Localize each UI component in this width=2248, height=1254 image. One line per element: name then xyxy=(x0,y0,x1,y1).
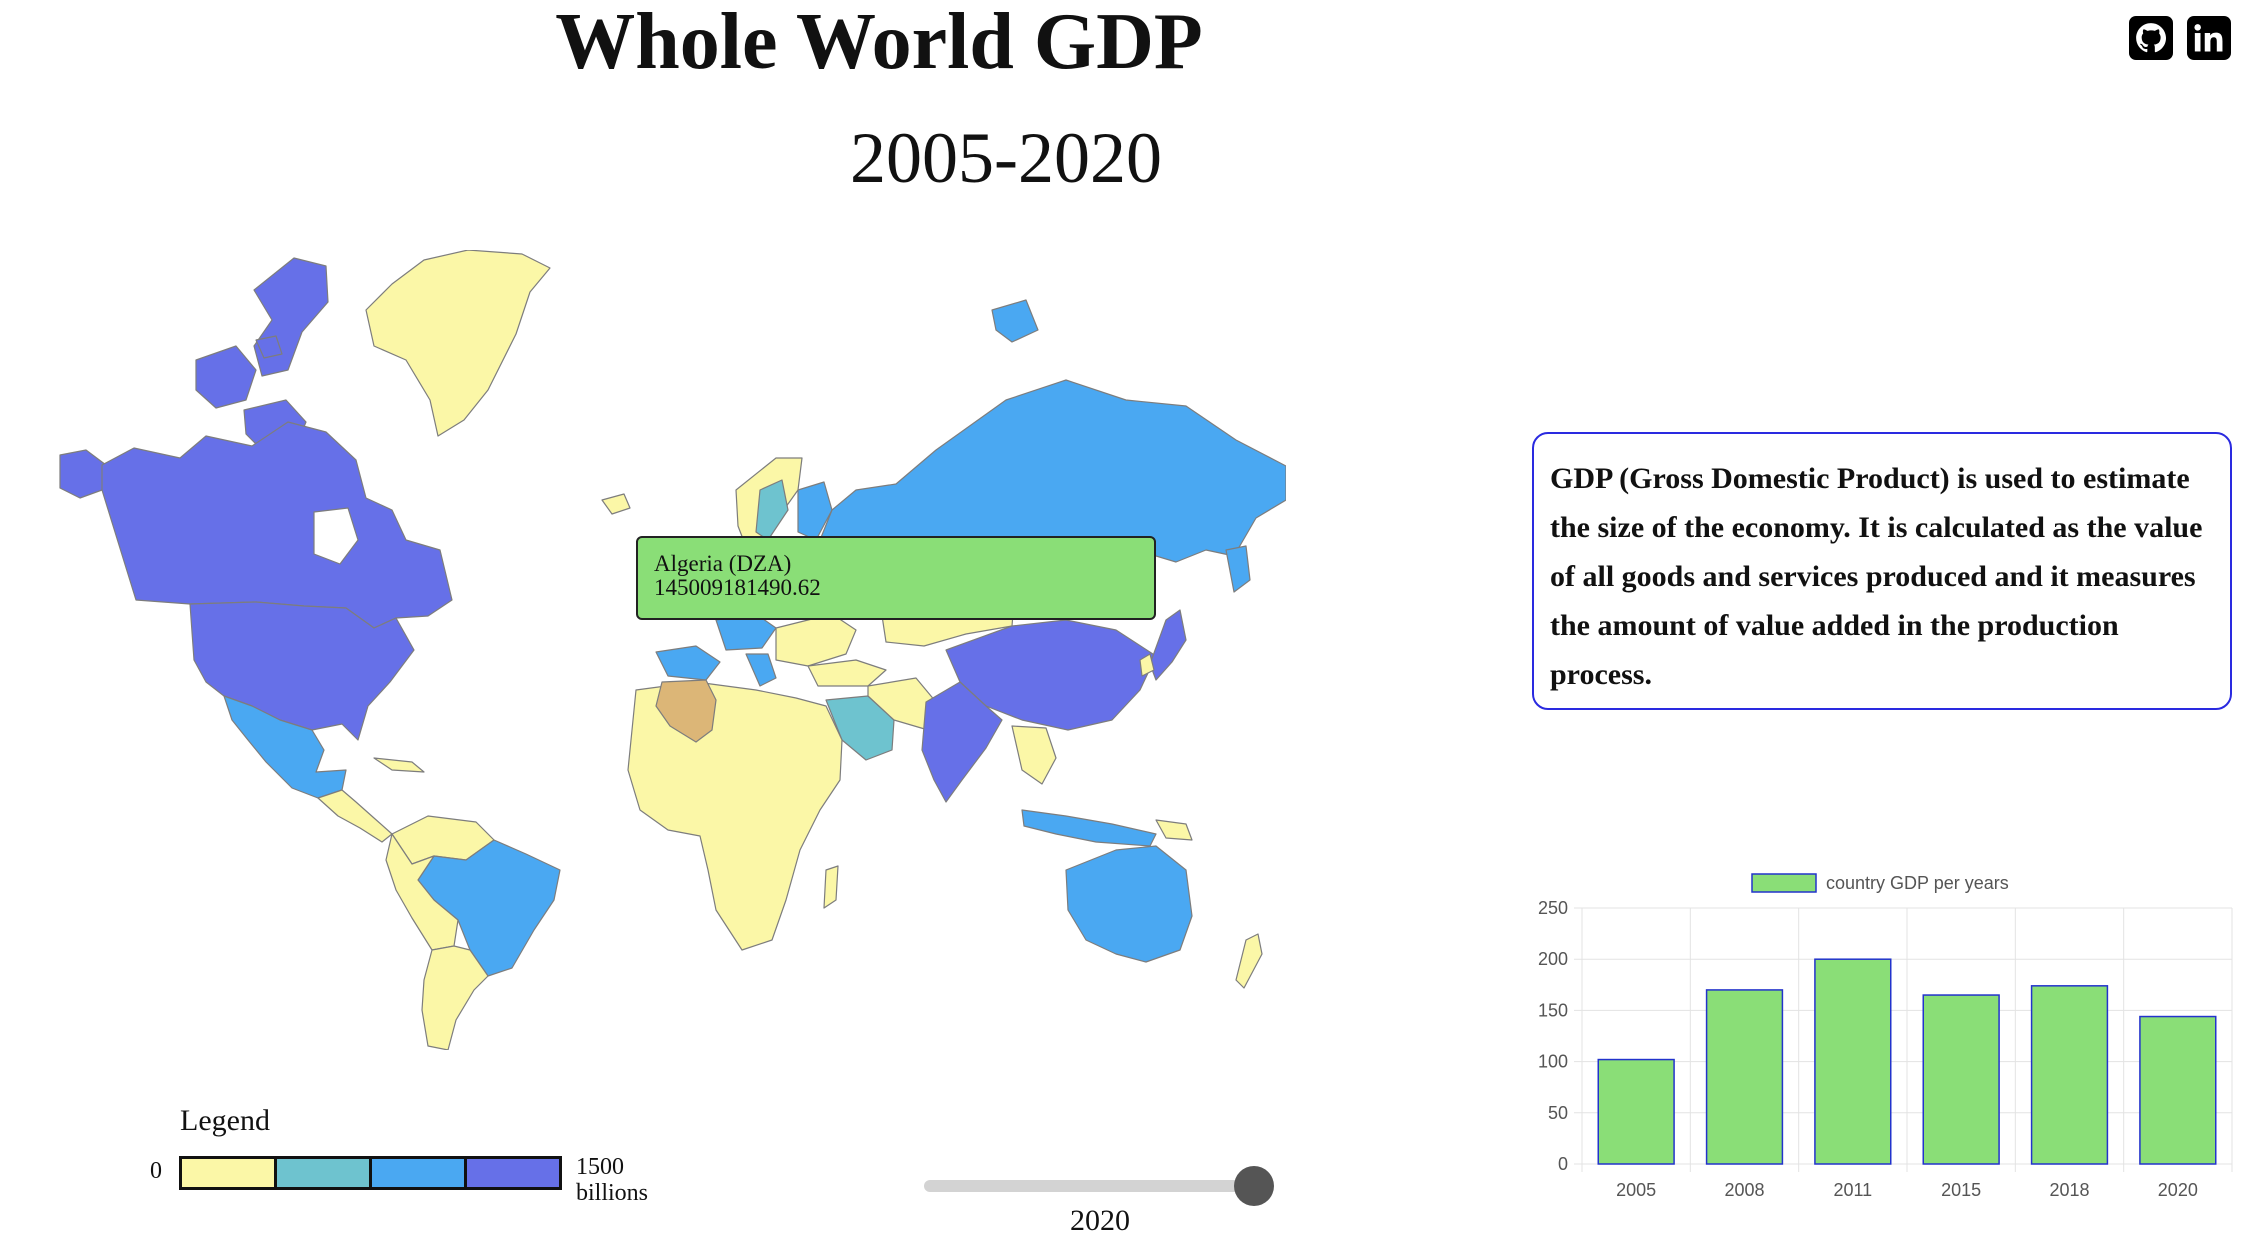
gdp-info-text: GDP (Gross Domestic Product) is used to … xyxy=(1550,462,2203,691)
page-title: Whole World GDP xyxy=(555,0,1203,86)
country-argentina-chile[interactable] xyxy=(421,945,489,1051)
legend-title: Legend xyxy=(180,1104,270,1137)
slider-year-label: 2020 xyxy=(1070,1204,1130,1237)
chart-legend: country GDP per years xyxy=(1751,873,2009,893)
legend-max-unit: billions xyxy=(576,1180,649,1206)
bar[interactable] xyxy=(1814,958,1892,1165)
bar[interactable] xyxy=(2030,985,2109,1165)
gdp-info-box: GDP (Gross Domestic Product) is used to … xyxy=(1532,432,2232,710)
hudson-bay xyxy=(313,507,359,565)
country-korea[interactable] xyxy=(1139,653,1155,677)
slider-thumb[interactable] xyxy=(1234,1166,1274,1206)
legend-swatch xyxy=(1751,873,1817,893)
country-png[interactable] xyxy=(1155,819,1193,841)
year-slider[interactable] xyxy=(924,1164,1274,1208)
country-canada[interactable] xyxy=(101,421,453,629)
bar[interactable] xyxy=(2139,1015,2217,1165)
x-tick-label: 2008 xyxy=(1724,1180,1764,1200)
chart-grid xyxy=(1574,907,2233,1172)
x-tick-label: 2018 xyxy=(2049,1180,2089,1200)
y-tick-label: 100 xyxy=(1538,1052,1568,1072)
country-algeria[interactable] xyxy=(655,679,717,743)
y-tick-label: 200 xyxy=(1538,949,1568,969)
country-australia[interactable] xyxy=(1065,845,1193,963)
legend-swatch-4 xyxy=(464,1156,562,1190)
legend-swatch-3 xyxy=(369,1156,467,1190)
country-russia-kamchatka[interactable] xyxy=(1225,545,1251,593)
slider-track[interactable] xyxy=(924,1180,1244,1192)
y-tick-label: 150 xyxy=(1538,1000,1568,1020)
country-mexico[interactable] xyxy=(223,695,347,799)
country-canada-islands-2[interactable] xyxy=(195,345,257,409)
gdp-bar-chart: 0 50 100 150 200 250 2005 2008 2011 2015 2018 2020… xyxy=(1520,864,2240,1224)
x-tick-label: 2011 xyxy=(1833,1180,1872,1200)
bar[interactable] xyxy=(1922,994,2000,1165)
legend-label: country GDP per years xyxy=(1826,873,2009,893)
tooltip-value: 145009181490.62 xyxy=(654,575,821,600)
social-links xyxy=(2129,16,2231,60)
country-russia-islands[interactable] xyxy=(991,299,1039,343)
country-peru-bolivia[interactable] xyxy=(385,833,459,951)
country-iceland[interactable] xyxy=(601,493,631,515)
bar[interactable] xyxy=(1705,989,1784,1165)
y-tick-label: 250 xyxy=(1538,898,1568,918)
x-tick-label: 2005 xyxy=(1616,1180,1656,1200)
country-usa[interactable] xyxy=(189,601,415,741)
country-madagascar[interactable] xyxy=(823,865,839,909)
bar-chart-svg: 0 50 100 150 200 250 2005 2008 2011 2015 2018 2020… xyxy=(1538,873,2233,1200)
country-north-africa[interactable] xyxy=(627,681,843,951)
country-indonesia[interactable] xyxy=(1021,809,1157,847)
bar[interactable] xyxy=(1597,1058,1675,1165)
x-tick-label: 2015 xyxy=(1941,1180,1981,1200)
map-tooltip: Algeria (DZA) 145009181490.62 xyxy=(636,536,1156,620)
country-finland[interactable] xyxy=(797,481,833,541)
tooltip-country: Algeria (DZA) xyxy=(654,551,792,576)
legend-max-value: 1500 xyxy=(576,1154,624,1180)
country-japan[interactable] xyxy=(1149,609,1187,681)
country-new-zealand[interactable] xyxy=(1235,933,1263,989)
legend-swatch-2 xyxy=(274,1156,372,1190)
linkedin-icon[interactable] xyxy=(2187,16,2231,60)
country-cuba[interactable] xyxy=(373,757,425,773)
github-icon[interactable] xyxy=(2129,16,2173,60)
page-subtitle: 2005-2020 xyxy=(850,118,1162,198)
country-france-spain[interactable] xyxy=(655,645,721,681)
country-se-asia[interactable] xyxy=(1011,725,1057,785)
y-tick-label: 0 xyxy=(1558,1154,1568,1174)
legend-max-label: 1500 billions xyxy=(576,1154,648,1206)
x-tick-label: 2020 xyxy=(2158,1180,2198,1200)
country-canada-islands-4[interactable] xyxy=(255,335,283,359)
country-central-america[interactable] xyxy=(317,789,393,843)
country-eastern-europe[interactable] xyxy=(775,613,857,667)
country-india[interactable] xyxy=(921,681,1003,803)
y-tick-label: 50 xyxy=(1548,1103,1568,1123)
chart-x-ticks: 2005 2008 2011 2015 2018 2020 xyxy=(1616,1180,2198,1200)
chart-y-ticks: 0 50 100 150 200 250 xyxy=(1538,898,1568,1174)
country-greenland[interactable] xyxy=(365,249,551,437)
country-sweden[interactable] xyxy=(755,479,789,541)
country-turkey[interactable] xyxy=(807,659,887,687)
legend-min-label: 0 xyxy=(150,1158,162,1184)
world-map[interactable] xyxy=(56,249,1287,1051)
legend-color-scale xyxy=(179,1156,562,1190)
world-map-svg[interactable] xyxy=(56,249,1287,1051)
chart-bars xyxy=(1597,958,2217,1165)
country-usa-alaska[interactable] xyxy=(59,449,107,499)
legend-swatch-1 xyxy=(179,1156,277,1190)
country-italy[interactable] xyxy=(745,653,777,687)
